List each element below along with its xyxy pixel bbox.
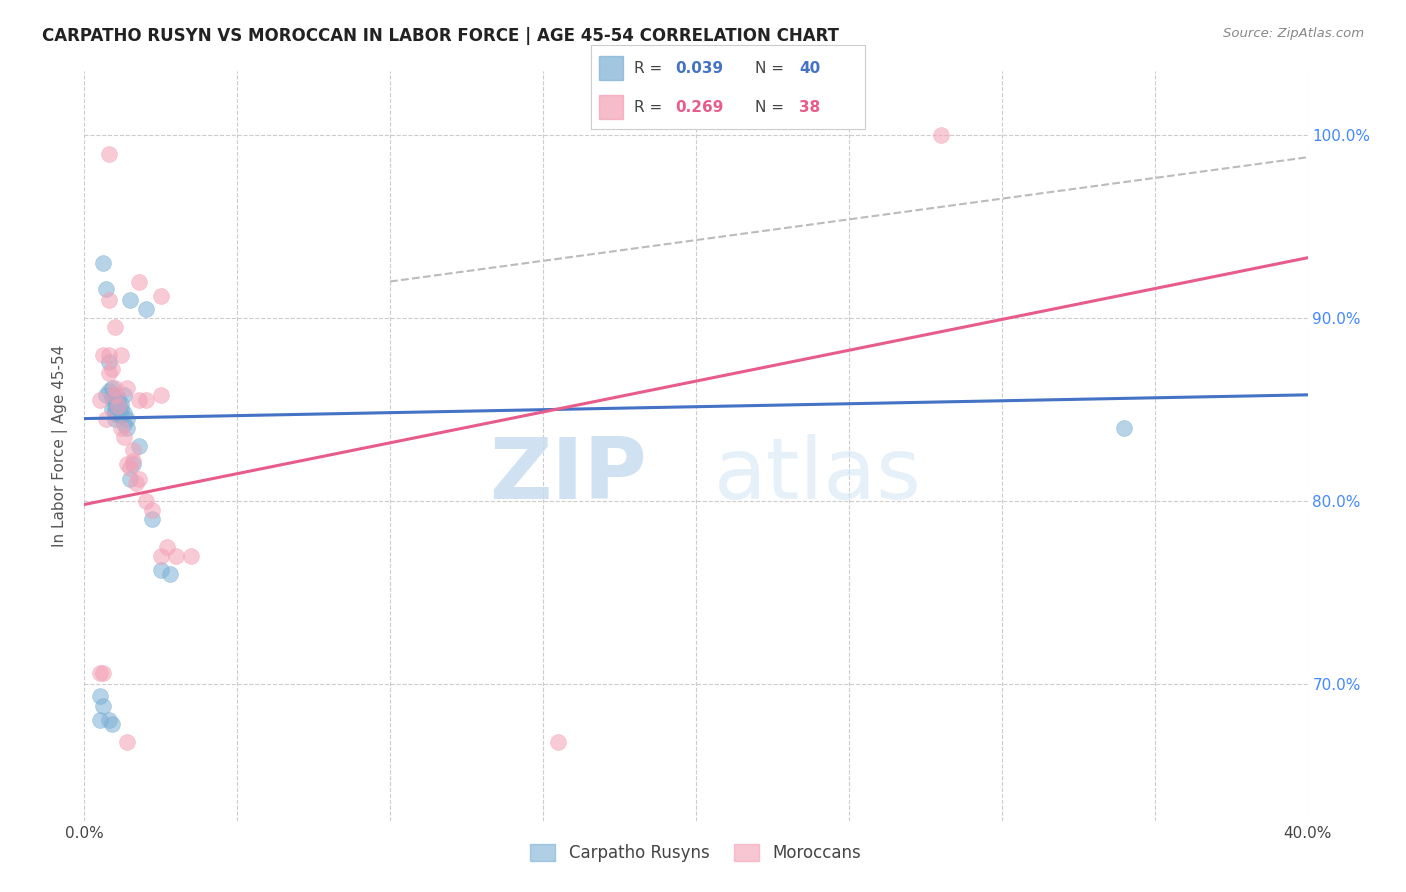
Point bbox=[547, 735, 569, 749]
Point bbox=[89, 690, 111, 704]
Point bbox=[104, 406, 127, 420]
Point bbox=[110, 348, 132, 362]
Text: R =: R = bbox=[634, 100, 668, 115]
Point bbox=[104, 320, 127, 334]
Text: 0.039: 0.039 bbox=[675, 61, 724, 76]
Point bbox=[91, 256, 114, 270]
Point bbox=[135, 393, 157, 408]
Text: 38: 38 bbox=[799, 100, 820, 115]
Point bbox=[110, 397, 132, 411]
Point bbox=[128, 439, 150, 453]
Text: 40: 40 bbox=[799, 61, 820, 76]
Point bbox=[156, 540, 179, 554]
Point bbox=[110, 402, 132, 417]
Point bbox=[110, 408, 132, 422]
Point bbox=[107, 402, 129, 417]
Point bbox=[110, 421, 132, 435]
Text: atlas: atlas bbox=[714, 434, 922, 517]
Point bbox=[89, 713, 111, 727]
Point bbox=[91, 698, 114, 713]
Y-axis label: In Labor Force | Age 45-54: In Labor Force | Age 45-54 bbox=[52, 345, 69, 547]
Point bbox=[97, 146, 120, 161]
Point bbox=[107, 399, 129, 413]
Point bbox=[149, 549, 172, 563]
Text: N =: N = bbox=[755, 100, 789, 115]
Point bbox=[94, 388, 117, 402]
Point bbox=[112, 430, 135, 444]
Point bbox=[91, 348, 114, 362]
Point bbox=[125, 475, 148, 490]
Point bbox=[115, 735, 138, 749]
Point bbox=[135, 493, 157, 508]
FancyBboxPatch shape bbox=[599, 56, 623, 80]
Point bbox=[159, 566, 181, 581]
Point bbox=[94, 411, 117, 425]
Point bbox=[101, 402, 124, 417]
Point bbox=[89, 665, 111, 680]
Point bbox=[115, 380, 138, 394]
Point bbox=[115, 421, 138, 435]
Point bbox=[929, 128, 952, 143]
FancyBboxPatch shape bbox=[599, 95, 623, 120]
Point bbox=[97, 384, 120, 399]
Point bbox=[112, 406, 135, 420]
Point bbox=[101, 392, 124, 406]
Point bbox=[115, 411, 138, 425]
Point bbox=[128, 275, 150, 289]
Point bbox=[104, 392, 127, 406]
Text: ZIP: ZIP bbox=[489, 434, 647, 517]
Point bbox=[120, 461, 142, 475]
Point bbox=[128, 393, 150, 408]
Point bbox=[97, 355, 120, 369]
Point bbox=[120, 472, 142, 486]
Point bbox=[107, 408, 129, 422]
Point bbox=[107, 399, 129, 413]
Point bbox=[104, 388, 127, 402]
Point bbox=[165, 549, 187, 563]
Point bbox=[149, 289, 172, 303]
Point bbox=[180, 549, 202, 563]
Point bbox=[115, 457, 138, 471]
Point bbox=[104, 402, 127, 417]
Point bbox=[97, 366, 120, 380]
Point bbox=[101, 380, 124, 394]
Point bbox=[97, 713, 120, 727]
Point bbox=[97, 348, 120, 362]
Point bbox=[91, 665, 114, 680]
Point bbox=[97, 293, 120, 307]
Point bbox=[141, 503, 163, 517]
Point bbox=[101, 716, 124, 731]
Point bbox=[89, 393, 111, 408]
Point bbox=[104, 397, 127, 411]
Point bbox=[104, 388, 127, 402]
Point bbox=[104, 411, 127, 425]
Text: N =: N = bbox=[755, 61, 789, 76]
Text: R =: R = bbox=[634, 61, 668, 76]
Point bbox=[122, 453, 145, 467]
Point bbox=[112, 417, 135, 431]
Point bbox=[104, 380, 127, 394]
Point bbox=[149, 388, 172, 402]
Point bbox=[120, 293, 142, 307]
Point bbox=[149, 563, 172, 577]
Point bbox=[141, 512, 163, 526]
Point bbox=[122, 457, 145, 471]
Point bbox=[94, 282, 117, 296]
Point bbox=[107, 392, 129, 406]
Point bbox=[128, 472, 150, 486]
Text: CARPATHO RUSYN VS MOROCCAN IN LABOR FORCE | AGE 45-54 CORRELATION CHART: CARPATHO RUSYN VS MOROCCAN IN LABOR FORC… bbox=[42, 27, 839, 45]
Point bbox=[112, 388, 135, 402]
Legend: Carpatho Rusyns, Moroccans: Carpatho Rusyns, Moroccans bbox=[523, 837, 869, 869]
Text: Source: ZipAtlas.com: Source: ZipAtlas.com bbox=[1223, 27, 1364, 40]
Point bbox=[1114, 421, 1136, 435]
Point bbox=[101, 362, 124, 376]
Point bbox=[135, 301, 157, 316]
Text: 0.269: 0.269 bbox=[675, 100, 724, 115]
Point bbox=[122, 442, 145, 457]
